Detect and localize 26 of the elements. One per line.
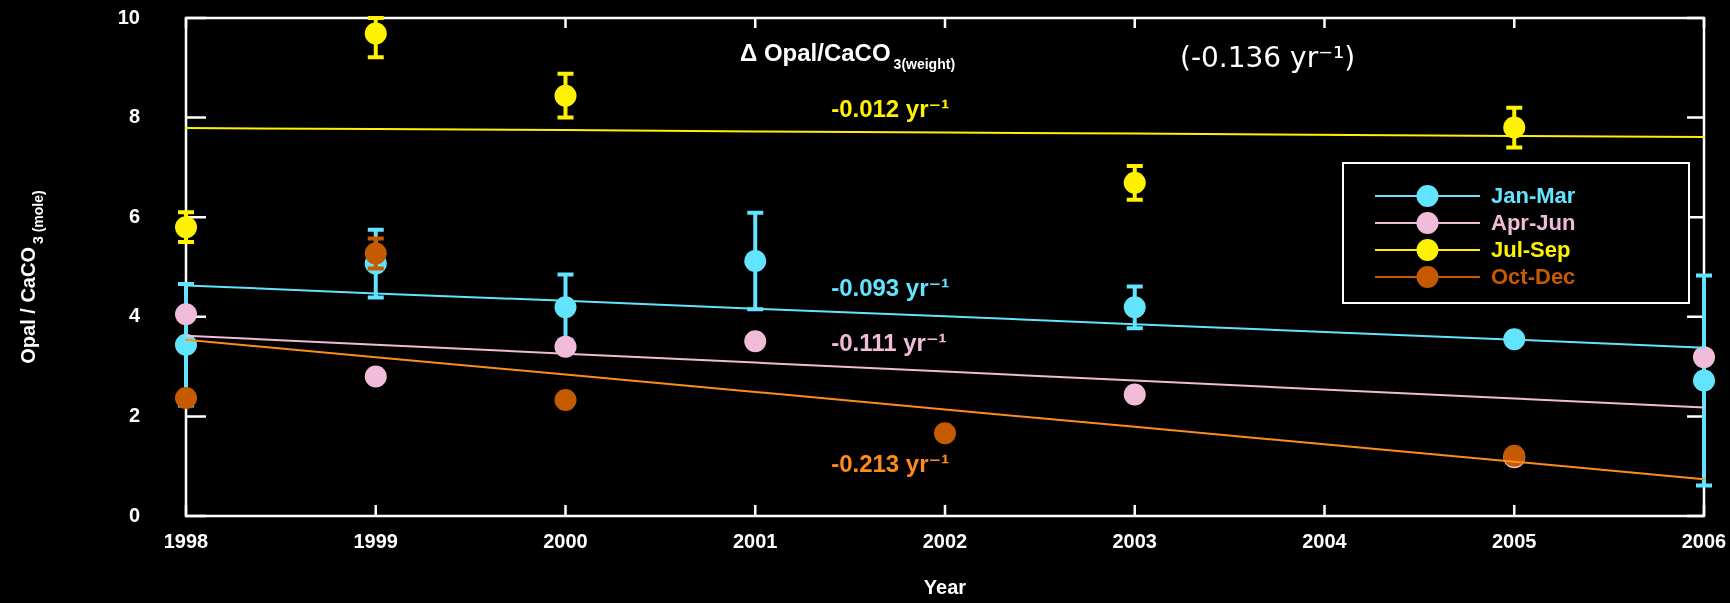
text: Δ Opal/CaCO$_{3(weight)}$: [740, 39, 956, 72]
y-tick-label: 4: [128, 304, 141, 327]
legend-label: Jan-Mar: [1491, 182, 1576, 209]
legend-label: Apr-Jun: [1491, 209, 1576, 236]
x-tick-label: 2001: [733, 529, 778, 552]
y-tick-label: 10: [117, 5, 140, 28]
series-label: -0.111 yr⁻¹: [831, 328, 947, 356]
y-tick-label: 2: [128, 403, 140, 426]
y-tick-label: 0: [128, 503, 140, 526]
y-tick-label: 6: [128, 204, 140, 227]
x-tick-label: 2002: [922, 529, 968, 552]
x-tick-label: 1998: [163, 529, 209, 552]
text: (-0.136 yr⁻¹): [1180, 41, 1356, 74]
x-tick-label: 2005: [1492, 529, 1537, 552]
x-tick-label: 2000: [543, 529, 588, 552]
legend-label: Jul-Sep: [1491, 236, 1571, 263]
legend-label: Oct-Dec: [1491, 263, 1576, 290]
x-tick-label: 1999: [353, 529, 398, 552]
x-tick-label: 2003: [1112, 529, 1157, 552]
y-tick-label: 8: [128, 105, 140, 128]
series-label: -0.012 yr⁻¹: [831, 94, 950, 122]
x-axis-title: Year: [923, 575, 967, 600]
x-tick-label: 2006: [1681, 529, 1727, 552]
series-label: -0.213 yr⁻¹: [831, 449, 950, 477]
x-tick-label: 2004: [1302, 529, 1348, 552]
series-label: -0.093 yr⁻¹: [831, 274, 950, 302]
